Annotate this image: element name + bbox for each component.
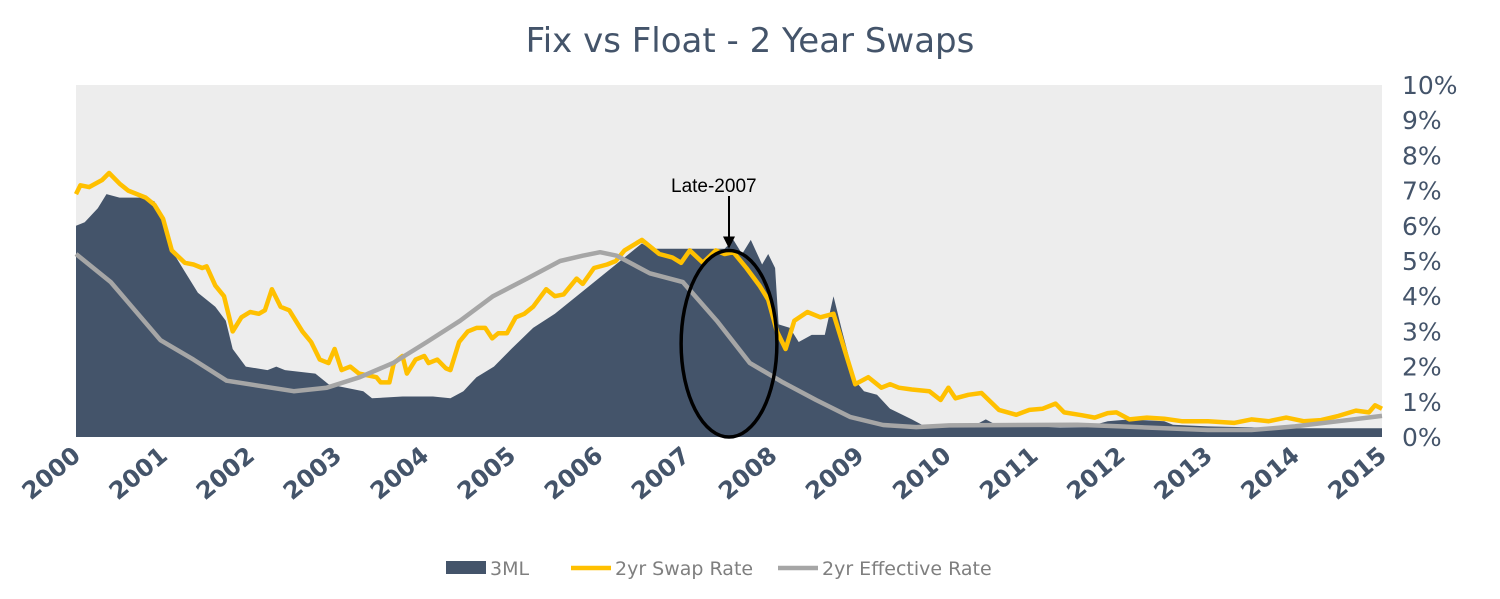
chart-title: Fix vs Float - 2 Year Swaps	[526, 21, 975, 61]
x-tick-label: 2008	[713, 441, 782, 505]
y-tick-label: 7%	[1402, 177, 1442, 206]
x-tick-label: 2011	[974, 441, 1043, 505]
annotation-ellipse	[679, 248, 779, 439]
y-tick-label: 8%	[1402, 141, 1442, 170]
x-tick-label: 2013	[1149, 441, 1218, 505]
x-tick-label: 2003	[278, 441, 347, 505]
y-tick-label: 5%	[1402, 247, 1442, 276]
legend: 3ML 2yr Swap Rate 2yr Effective Rate	[446, 558, 992, 580]
x-tick-label: 2010	[887, 441, 956, 505]
legend-label: 2yr Effective Rate	[822, 558, 992, 580]
annotation-label: Late-2007	[671, 176, 757, 197]
x-tick-label: 2004	[365, 441, 434, 505]
x-tick-label: 2001	[104, 441, 173, 505]
y-tick-label: 3%	[1402, 317, 1442, 346]
x-tick-label: 2002	[191, 441, 260, 505]
y-tick-label: 1%	[1402, 388, 1442, 417]
x-tick-label: 2015	[1323, 441, 1392, 505]
y-tick-label: 0%	[1402, 423, 1442, 452]
series-line-2yr-effective-rate	[74, 249, 1383, 433]
annotation-arrow-head-icon	[723, 236, 735, 249]
y-tick-label: 9%	[1402, 106, 1442, 135]
legend-label: 2yr Swap Rate	[615, 558, 753, 580]
legend-label: 3ML	[490, 558, 529, 580]
x-tick-label: 2012	[1061, 441, 1130, 505]
legend-swatch-area	[446, 561, 486, 574]
x-tick-label: 2007	[626, 441, 695, 505]
y-tick-label: 4%	[1402, 282, 1442, 311]
series-area-3ml	[76, 194, 1382, 437]
y-axis: 0% 1% 2% 3% 4% 5% 6% 7% 8% 9% 10%	[1402, 71, 1458, 452]
annotation: Late-2007	[671, 176, 779, 439]
x-tick-label: 2009	[800, 441, 869, 505]
x-tick-label: 2014	[1236, 441, 1305, 505]
x-tick-label: 2005	[452, 441, 521, 505]
y-tick-label: 10%	[1402, 71, 1458, 100]
plot-marks	[73, 170, 1384, 437]
x-tick-label: 2006	[539, 441, 608, 505]
y-tick-label: 2%	[1402, 353, 1442, 382]
series-line-2yr-swap-rate	[73, 170, 1384, 426]
x-axis: 2000 2001 2002 2003 2004 2005 2006 2007 2008 2009…	[17, 441, 1392, 505]
y-tick-label: 6%	[1402, 212, 1442, 241]
x-tick-label: 2000	[17, 441, 86, 505]
